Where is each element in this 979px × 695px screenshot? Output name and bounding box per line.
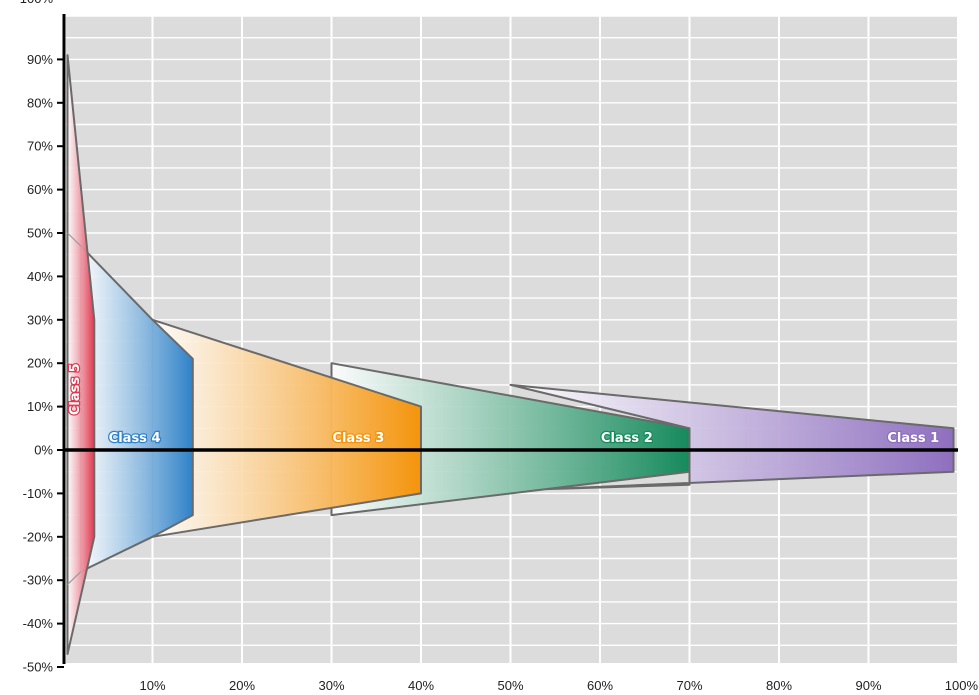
y-tick-label: -30% (23, 573, 54, 588)
y-tick-label: 70% (27, 139, 53, 154)
y-tick-label: 80% (27, 95, 53, 110)
y-tick-label: 90% (27, 52, 53, 67)
x-tick-label: 90% (855, 678, 881, 693)
label-class-3: Class 3 (332, 431, 384, 446)
y-tick-label: 30% (27, 312, 53, 327)
label-class-5: Class 5 (68, 363, 83, 415)
y-tick-label: 0% (34, 443, 53, 458)
y-tick-label: 100% (20, 0, 54, 6)
x-tick-label: 60% (587, 678, 613, 693)
y-tick-label: -20% (23, 529, 54, 544)
y-tick-label: -40% (23, 616, 54, 631)
label-class-1: Class 1 (887, 431, 939, 446)
x-tick-label: 10% (139, 678, 165, 693)
class-areas (66, 54, 955, 655)
x-tick-label: 50% (497, 678, 523, 693)
label-class-4: Class 4 (109, 431, 161, 446)
y-tick-label: 10% (27, 399, 53, 414)
y-axis-tick-labels: 100% 90% 80% 70% 60% 50% 40% 30% 20% 10% 0% -10% -20… (20, 0, 54, 675)
x-tick-label: 40% (408, 678, 434, 693)
y-tick-label: 40% (27, 269, 53, 284)
axes (57, 14, 958, 668)
class-labels: Class 1 Class 2 Class 3 Class 4 Class 5 (67, 362, 940, 447)
guide-line (67, 571, 82, 585)
y-tick-label: -50% (23, 660, 54, 675)
x-axis-tick-labels: 10% 20% 30% 40% 50% 60% 70% 80% 90% 100% (139, 678, 978, 693)
y-tick-label: 60% (27, 182, 53, 197)
x-tick-label: 100% (945, 678, 979, 693)
y-tick-label: 20% (27, 356, 53, 371)
x-tick-label: 20% (229, 678, 255, 693)
x-tick-label: 80% (766, 678, 792, 693)
area-class-5 (66, 54, 96, 655)
x-tick-label: 30% (318, 678, 344, 693)
overlay-lines (67, 232, 82, 585)
guide-line (67, 232, 82, 247)
y-tick-label: 50% (27, 226, 53, 241)
y-tick-label: -10% (23, 486, 54, 501)
label-class-2: Class 2 (601, 431, 653, 446)
x-tick-label: 70% (676, 678, 702, 693)
